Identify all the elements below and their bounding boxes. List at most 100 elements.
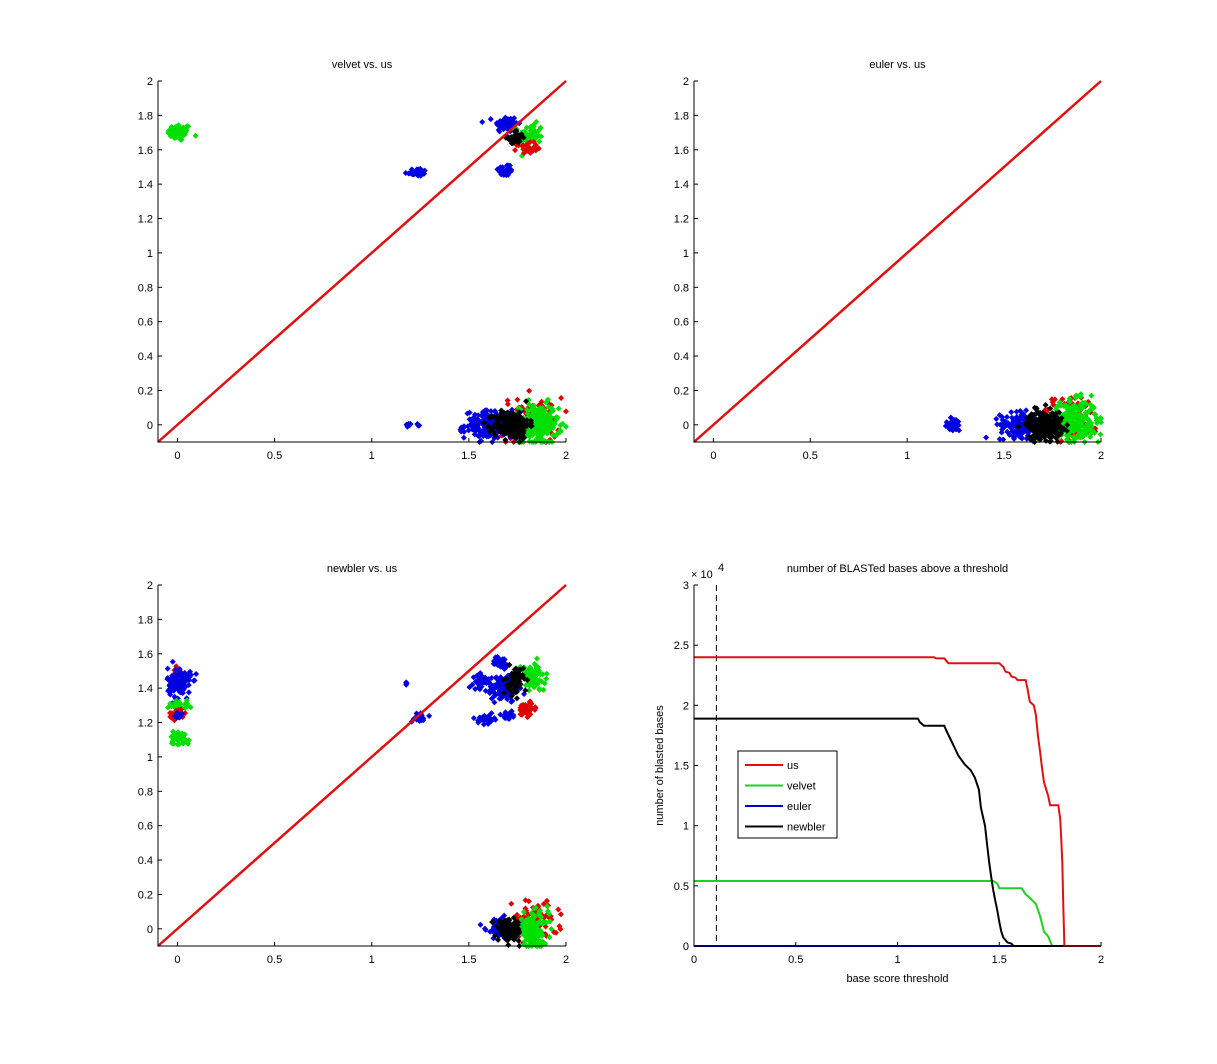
legend-label-velvet: velvet xyxy=(787,781,816,793)
data-point xyxy=(539,436,546,443)
data-point xyxy=(536,416,543,423)
subplot-2: euler vs. us 0 0.5 1 1.5 2 0 0.2 0.4 0.6 0.8 1 1.2 1.… xyxy=(674,59,1104,462)
data-point xyxy=(510,420,517,427)
axes-lines xyxy=(693,81,1101,443)
data-point xyxy=(993,415,1000,422)
data-point xyxy=(488,408,495,415)
data-point xyxy=(501,917,508,924)
data-point xyxy=(557,422,564,429)
data-point xyxy=(1019,415,1026,422)
data-point xyxy=(546,934,553,941)
data-point xyxy=(506,120,513,127)
data-point xyxy=(532,904,539,911)
data-point xyxy=(536,138,543,145)
point-cluster xyxy=(1036,391,1104,445)
y-tick-label: 1.8 xyxy=(138,614,153,626)
data-point xyxy=(474,678,481,685)
data-point xyxy=(949,427,956,434)
data-point xyxy=(187,704,194,711)
data-point xyxy=(514,396,521,403)
subplot-1: velvet vs. us 0 0.5 1 1.5 2 0 0.2 0.4 0.6 0.8 1 1.2 1… xyxy=(138,59,569,462)
data-point xyxy=(1054,429,1061,436)
data-point xyxy=(167,713,174,720)
data-point xyxy=(1069,422,1076,429)
data-point xyxy=(545,427,552,434)
data-point xyxy=(537,938,544,945)
data-point xyxy=(530,126,537,133)
data-point xyxy=(536,686,543,693)
data-point xyxy=(519,416,526,423)
data-point xyxy=(519,142,526,149)
data-point xyxy=(531,426,538,433)
data-point xyxy=(524,406,531,413)
y-tick-label: 0.6 xyxy=(138,317,153,329)
data-point xyxy=(477,921,484,928)
data-point xyxy=(495,676,502,683)
data-point xyxy=(497,164,504,171)
data-point xyxy=(523,124,530,131)
data-point xyxy=(476,432,483,439)
data-point xyxy=(484,677,491,684)
data-point xyxy=(1013,431,1020,438)
point-cluster xyxy=(164,658,200,707)
scatter-points xyxy=(942,391,1104,445)
y-tick-label: 0 xyxy=(683,420,689,432)
y-tick-label: 0.4 xyxy=(138,351,153,363)
x-tick-label: 2 xyxy=(1098,954,1104,966)
point-cluster xyxy=(481,398,535,445)
data-point xyxy=(1087,401,1094,408)
data-point xyxy=(491,414,498,421)
data-point xyxy=(1088,430,1095,437)
data-point xyxy=(542,940,549,947)
x-tick-label: 0 xyxy=(691,954,697,966)
data-point xyxy=(527,668,534,675)
data-point xyxy=(514,684,521,691)
data-point xyxy=(492,654,499,661)
data-point xyxy=(509,924,516,931)
data-point xyxy=(485,712,492,719)
data-point xyxy=(1076,411,1083,418)
x-tick-label: 0 xyxy=(174,954,180,966)
data-point xyxy=(520,921,527,928)
data-point xyxy=(515,675,522,682)
data-point xyxy=(504,401,511,408)
data-point xyxy=(528,407,535,414)
data-point xyxy=(183,676,190,683)
data-point xyxy=(505,941,512,948)
data-point xyxy=(1073,392,1080,399)
data-point xyxy=(508,140,515,147)
data-point xyxy=(1064,421,1071,428)
data-point xyxy=(169,658,176,665)
data-point xyxy=(557,911,564,918)
data-point xyxy=(167,700,174,707)
data-point xyxy=(996,436,1003,443)
series-line-velvet xyxy=(694,880,1101,947)
data-point xyxy=(557,428,564,435)
data-point xyxy=(529,919,536,926)
y-tick-label: 1.4 xyxy=(138,179,153,191)
y-tick-label: 1.6 xyxy=(138,649,153,661)
data-point xyxy=(1008,409,1015,416)
data-point xyxy=(480,721,487,728)
data-point xyxy=(184,700,191,707)
data-point xyxy=(1031,404,1038,411)
data-point xyxy=(524,935,531,942)
data-point xyxy=(528,422,535,429)
chart-title: number of BLASTed bases above a threshol… xyxy=(787,563,1008,575)
data-point xyxy=(523,708,530,715)
data-point xyxy=(479,118,486,125)
data-point xyxy=(167,691,174,698)
data-point xyxy=(514,432,521,439)
data-point xyxy=(187,671,194,678)
data-point xyxy=(1077,393,1084,400)
data-point xyxy=(1023,407,1030,414)
point-cluster xyxy=(1015,402,1071,445)
scatter-points xyxy=(164,653,564,949)
data-point xyxy=(537,927,544,934)
data-point xyxy=(1026,413,1033,420)
data-point xyxy=(406,422,413,429)
y-tick-label: 0.6 xyxy=(674,317,689,329)
data-point xyxy=(529,926,536,933)
data-point xyxy=(506,710,513,717)
data-point xyxy=(513,688,520,695)
